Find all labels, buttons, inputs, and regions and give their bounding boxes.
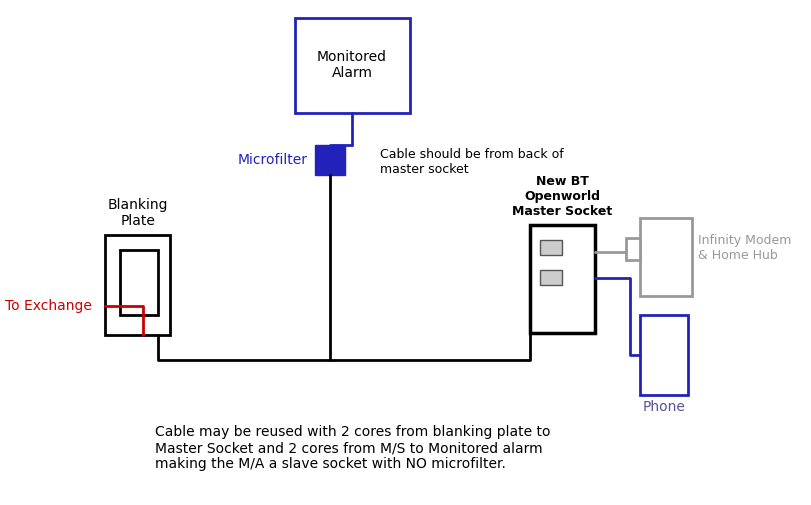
Bar (105, 235, 169, 335)
Bar (539, 270, 561, 285)
Text: Phone: Phone (642, 400, 684, 414)
Bar (539, 240, 561, 255)
Bar (120, 250, 158, 315)
Bar (315, 145, 345, 175)
Bar (530, 225, 594, 333)
Text: Infinity Modem
& Home Hub: Infinity Modem & Home Hub (697, 234, 791, 262)
Text: Microfilter: Microfilter (238, 153, 307, 167)
Text: To Exchange: To Exchange (5, 299, 92, 313)
Bar (639, 315, 687, 395)
Bar (294, 18, 410, 113)
Bar (639, 218, 691, 296)
Text: Blanking
Plate: Blanking Plate (108, 198, 168, 228)
Text: Cable may be reused with 2 cores from blanking plate to
Master Socket and 2 core: Cable may be reused with 2 cores from bl… (155, 425, 550, 471)
Bar (625, 238, 639, 260)
Text: Monitored
Alarm: Monitored Alarm (316, 50, 387, 80)
Text: New BT
Openworld
Master Socket: New BT Openworld Master Socket (511, 175, 611, 218)
Text: Cable should be from back of
master socket: Cable should be from back of master sock… (380, 148, 563, 176)
